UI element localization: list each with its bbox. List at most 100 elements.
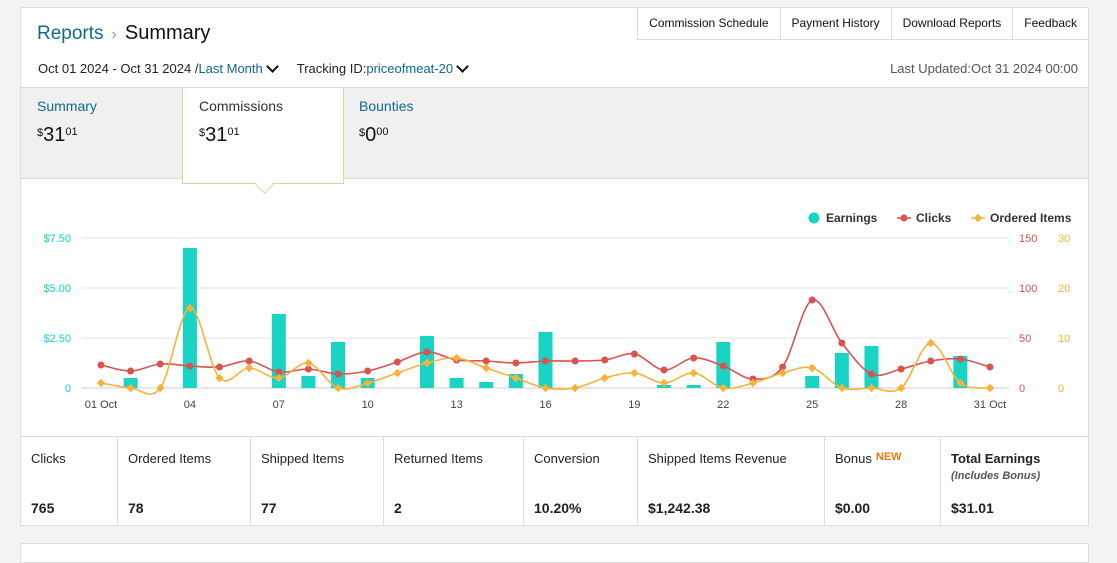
tab-commissions[interactable]: Commissions $3101 <box>182 88 344 194</box>
ordered-items-point <box>511 373 521 383</box>
clicks-point <box>275 368 283 376</box>
stat-label: Total Earnings <box>951 451 1041 466</box>
tab-bounties[interactable]: Bounties $000 <box>343 88 503 178</box>
reports-panel: Reports › Summary Commission Schedule Paym… <box>20 7 1089 526</box>
ordered-items-point <box>333 383 343 393</box>
payment-history-button[interactable]: Payment History <box>780 8 892 40</box>
stat-value: 10.20% <box>534 500 582 516</box>
earnings-chart: 0 $2.50 $5.00 $7.50 0 50 100 150 0 10 20 30 01 Oct 04… <box>43 211 1071 411</box>
tracking-id-dropdown[interactable]: priceofmeat-20 <box>366 61 454 76</box>
clicks-point <box>867 370 875 378</box>
stats-row: Clicks 765 Ordered Items 78 Shipped Item… <box>21 436 1088 526</box>
tab-bounties-label: Bounties <box>359 98 414 114</box>
legend-earnings-marker <box>808 212 820 224</box>
clicks-point <box>897 365 905 373</box>
ordered-items-point <box>689 368 698 378</box>
tab-summary[interactable]: Summary $3101 <box>21 88 181 178</box>
chevron-down-icon[interactable] <box>456 60 469 73</box>
ordered-items-point <box>541 383 550 393</box>
clicks-point <box>779 363 787 371</box>
ordered-items-point <box>867 383 876 393</box>
ordered-items-point <box>393 368 402 378</box>
chevron-down-icon[interactable] <box>265 60 279 73</box>
feedback-button[interactable]: Feedback <box>1013 8 1088 40</box>
download-reports-button[interactable]: Download Reports <box>891 8 1014 40</box>
x-tick-label: 31 Oct <box>974 399 1006 411</box>
ordered-items-point <box>600 373 610 383</box>
ordered-items-point <box>244 363 254 373</box>
ordered-items-point <box>837 383 847 393</box>
x-tick-label: 28 <box>895 399 907 411</box>
stat-label: Ordered Items <box>128 451 212 466</box>
stat-shipped-revenue: Shipped Items Revenue $1,242.38 <box>638 437 825 526</box>
clicks-point <box>97 361 105 369</box>
ordered-items-point <box>956 378 965 388</box>
breadcrumb-reports-link[interactable]: Reports <box>37 23 104 44</box>
stat-label: Shipped Items Revenue <box>648 451 787 466</box>
clicks-point <box>719 362 727 370</box>
amount-cents: 00 <box>376 126 389 138</box>
new-badge: NEW <box>875 451 902 463</box>
ordered-items-point <box>185 303 195 313</box>
amount-whole: 0 <box>365 124 377 146</box>
tab-commissions-amount: $3101 <box>199 124 327 147</box>
stat-total-earnings: Total Earnings (Includes Bonus) $31.01 <box>941 437 1088 526</box>
x-tick-label: 10 <box>362 399 374 411</box>
commission-schedule-button[interactable]: Commission Schedule <box>638 8 781 40</box>
stat-value: 2 <box>394 500 402 516</box>
earnings-bar <box>834 353 849 388</box>
clicks-point <box>571 357 579 365</box>
earnings-bar <box>805 376 820 388</box>
earnings-bar <box>479 382 494 388</box>
x-tick-label: 22 <box>717 399 729 411</box>
currency-symbol: $ <box>199 127 206 139</box>
clicks-point <box>838 339 846 347</box>
y-right-clicks-tick-label: 50 <box>1019 333 1031 345</box>
clicks-point <box>393 358 401 366</box>
amount-whole: 31 <box>205 124 228 146</box>
currency-symbol: $ <box>359 127 366 139</box>
y-right-clicks-tick-label: 150 <box>1019 233 1037 245</box>
clicks-point <box>660 366 668 374</box>
ordered-items-point <box>304 358 313 368</box>
stat-label: Clicks <box>31 451 66 466</box>
ordered-items-point <box>778 368 787 378</box>
x-tick-label: 07 <box>273 399 285 411</box>
clicks-point <box>186 362 194 370</box>
legend-label: Earnings <box>826 211 878 225</box>
earnings-bar <box>686 385 701 388</box>
y-left-tick-label: $5.00 <box>43 283 71 295</box>
ordered-items-point <box>807 363 817 373</box>
ordered-items-point <box>481 363 491 373</box>
y-right-items-tick-label: 30 <box>1058 233 1070 245</box>
ordered-items-point <box>659 378 669 388</box>
clicks-point <box>512 359 520 367</box>
tab-summary-label: Summary <box>37 98 97 114</box>
clicks-point <box>423 348 431 356</box>
stat-value: 765 <box>31 500 55 516</box>
date-preset-dropdown[interactable]: Last Month <box>198 61 263 76</box>
clicks-point <box>216 363 224 371</box>
stat-clicks: Clicks 765 <box>21 437 118 526</box>
y-right-clicks-tick-label: 100 <box>1019 283 1037 295</box>
earnings-bar <box>864 346 879 388</box>
x-tick-label: 13 <box>450 399 462 411</box>
stat-label: Bonus NEW <box>835 451 930 466</box>
clicks-point <box>690 354 698 362</box>
ordered-items-point <box>126 383 135 393</box>
stat-value: 77 <box>261 500 277 516</box>
tab-commissions-label: Commissions <box>199 98 284 114</box>
y-right-clicks-tick-label: 0 <box>1019 383 1025 395</box>
ordered-items-point <box>985 383 995 393</box>
stat-shipped-items: Shipped Items 77 <box>251 437 384 526</box>
ordered-items-point <box>452 353 461 363</box>
stat-returned-items: Returned Items 2 <box>384 437 524 526</box>
clicks-point <box>482 357 490 365</box>
ordered-items-point <box>719 383 728 393</box>
earnings-bar <box>331 342 346 388</box>
y-left-tick-label: $7.50 <box>43 233 71 245</box>
amount-cents: 01 <box>65 126 78 138</box>
y-right-items-tick-label: 0 <box>1058 383 1064 395</box>
report-toolbar: Commission Schedule Payment History Down… <box>637 8 1088 40</box>
stat-value: $0.00 <box>835 500 871 516</box>
